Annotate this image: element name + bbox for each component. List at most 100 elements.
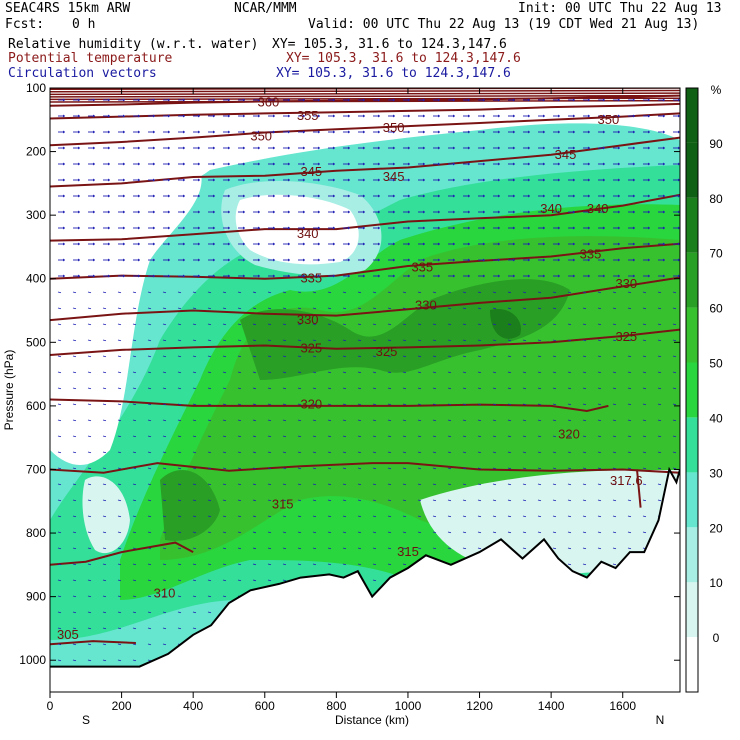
vector-arrow xyxy=(522,515,527,518)
vector-arrow xyxy=(297,547,302,550)
contour-label-325: 325 xyxy=(376,344,398,359)
vector-arrowhead xyxy=(648,274,650,278)
vector-arrow xyxy=(642,451,647,454)
contour-label-325: 325 xyxy=(300,341,322,356)
vector-arrow xyxy=(567,307,572,310)
vector-arrowhead xyxy=(78,130,80,134)
vector-arrowhead xyxy=(258,130,260,134)
vector-arrow xyxy=(597,419,602,422)
vector-arrow xyxy=(162,483,167,486)
vector-arrowhead xyxy=(408,226,410,230)
vector-arrow xyxy=(612,371,617,374)
vector-arrow xyxy=(582,483,587,486)
vector-arrowhead xyxy=(498,130,500,134)
vector-arrowhead xyxy=(348,162,350,166)
vector-arrowhead xyxy=(393,274,395,278)
vector-arrowhead xyxy=(138,98,140,102)
vector-arrow xyxy=(402,387,407,390)
vector-arrow xyxy=(642,339,647,342)
vector-arrowhead xyxy=(123,130,125,134)
vector-arrowhead xyxy=(573,178,575,182)
vector-arrowhead xyxy=(363,130,365,134)
vector-arrow xyxy=(342,467,347,470)
vector-arrow xyxy=(582,291,587,294)
vector-arrowhead xyxy=(138,114,140,118)
vector-arrow xyxy=(477,499,482,502)
vector-arrow xyxy=(417,515,422,518)
colorbar-swatch-top xyxy=(686,88,698,143)
vector-arrow xyxy=(537,403,542,406)
vector-arrowhead xyxy=(303,178,305,182)
vector-arrow xyxy=(672,419,677,422)
vector-arrow xyxy=(162,627,167,630)
vector-arrowhead xyxy=(213,210,215,214)
y-tick-label: 100 xyxy=(26,81,46,95)
vector-arrow xyxy=(552,307,557,310)
contour-label-325: 325 xyxy=(615,329,637,344)
vector-arrowhead xyxy=(333,162,335,166)
vector-arrow xyxy=(342,451,347,454)
vector-arrow xyxy=(477,451,482,454)
vector-arrow xyxy=(387,531,392,534)
vector-arrow xyxy=(192,611,197,614)
vector-arrowhead xyxy=(663,178,665,182)
vector-arrow xyxy=(492,403,497,406)
vector-arrow xyxy=(462,403,467,406)
contour-label-310: 310 xyxy=(154,586,176,601)
vector-arrowhead xyxy=(168,274,170,278)
vector-arrow xyxy=(402,403,407,406)
vector-arrow xyxy=(117,627,122,630)
vector-arrow xyxy=(312,531,317,534)
rh-dry-lower-left xyxy=(82,476,130,554)
y-tick-label: 300 xyxy=(26,208,46,222)
vector-arrowhead xyxy=(618,114,620,118)
vector-arrow xyxy=(297,403,302,406)
vector-arrowhead xyxy=(468,114,470,118)
vector-arrow xyxy=(132,627,137,630)
vector-arrow xyxy=(627,419,632,422)
vector-arrow xyxy=(432,387,437,390)
theta-contour-335 xyxy=(50,242,680,280)
vector-arrow xyxy=(672,339,677,342)
vector-arrowhead xyxy=(168,114,170,118)
vector-arrow xyxy=(297,387,302,390)
vector-arrow xyxy=(132,355,137,358)
vector-arrow xyxy=(462,419,467,422)
vector-arrow xyxy=(537,419,542,422)
vector-arrow xyxy=(57,435,62,438)
vector-arrow xyxy=(252,435,257,438)
vector-arrow xyxy=(312,499,317,502)
vector-arrow xyxy=(372,515,377,518)
vector-arrow xyxy=(597,323,602,326)
vector-arrow xyxy=(162,339,167,342)
vector-arrow xyxy=(237,339,242,342)
vector-arrow xyxy=(207,499,212,502)
vector-arrow xyxy=(417,451,422,454)
x-tick-label: 200 xyxy=(112,699,132,713)
vector-arrow xyxy=(327,371,332,374)
vector-arrow xyxy=(552,483,557,486)
vector-arrow xyxy=(537,307,542,310)
vector-arrowhead xyxy=(633,146,635,150)
vector-arrow xyxy=(447,515,452,518)
vector-arrowhead xyxy=(333,130,335,134)
vector-arrowhead xyxy=(633,114,635,118)
vector-arrow xyxy=(177,547,182,550)
vector-arrow xyxy=(432,435,437,438)
vector-arrow xyxy=(132,467,137,470)
vector-arrow xyxy=(432,451,437,454)
vector-arrow xyxy=(207,547,212,550)
vector-arrowhead xyxy=(78,258,80,262)
vector-arrow xyxy=(372,403,377,406)
vector-arrow xyxy=(672,307,677,310)
vector-arrowhead xyxy=(393,162,395,166)
vector-arrow xyxy=(507,515,512,518)
vector-arrowhead xyxy=(123,178,125,182)
vector-arrow xyxy=(57,531,62,534)
vector-arrow xyxy=(237,499,242,502)
vector-arrowhead xyxy=(543,274,545,278)
vector-arrow xyxy=(477,355,482,358)
colorbar-label: 70 xyxy=(709,247,723,261)
vector-arrowhead xyxy=(543,114,545,118)
vector-arrow xyxy=(222,515,227,518)
